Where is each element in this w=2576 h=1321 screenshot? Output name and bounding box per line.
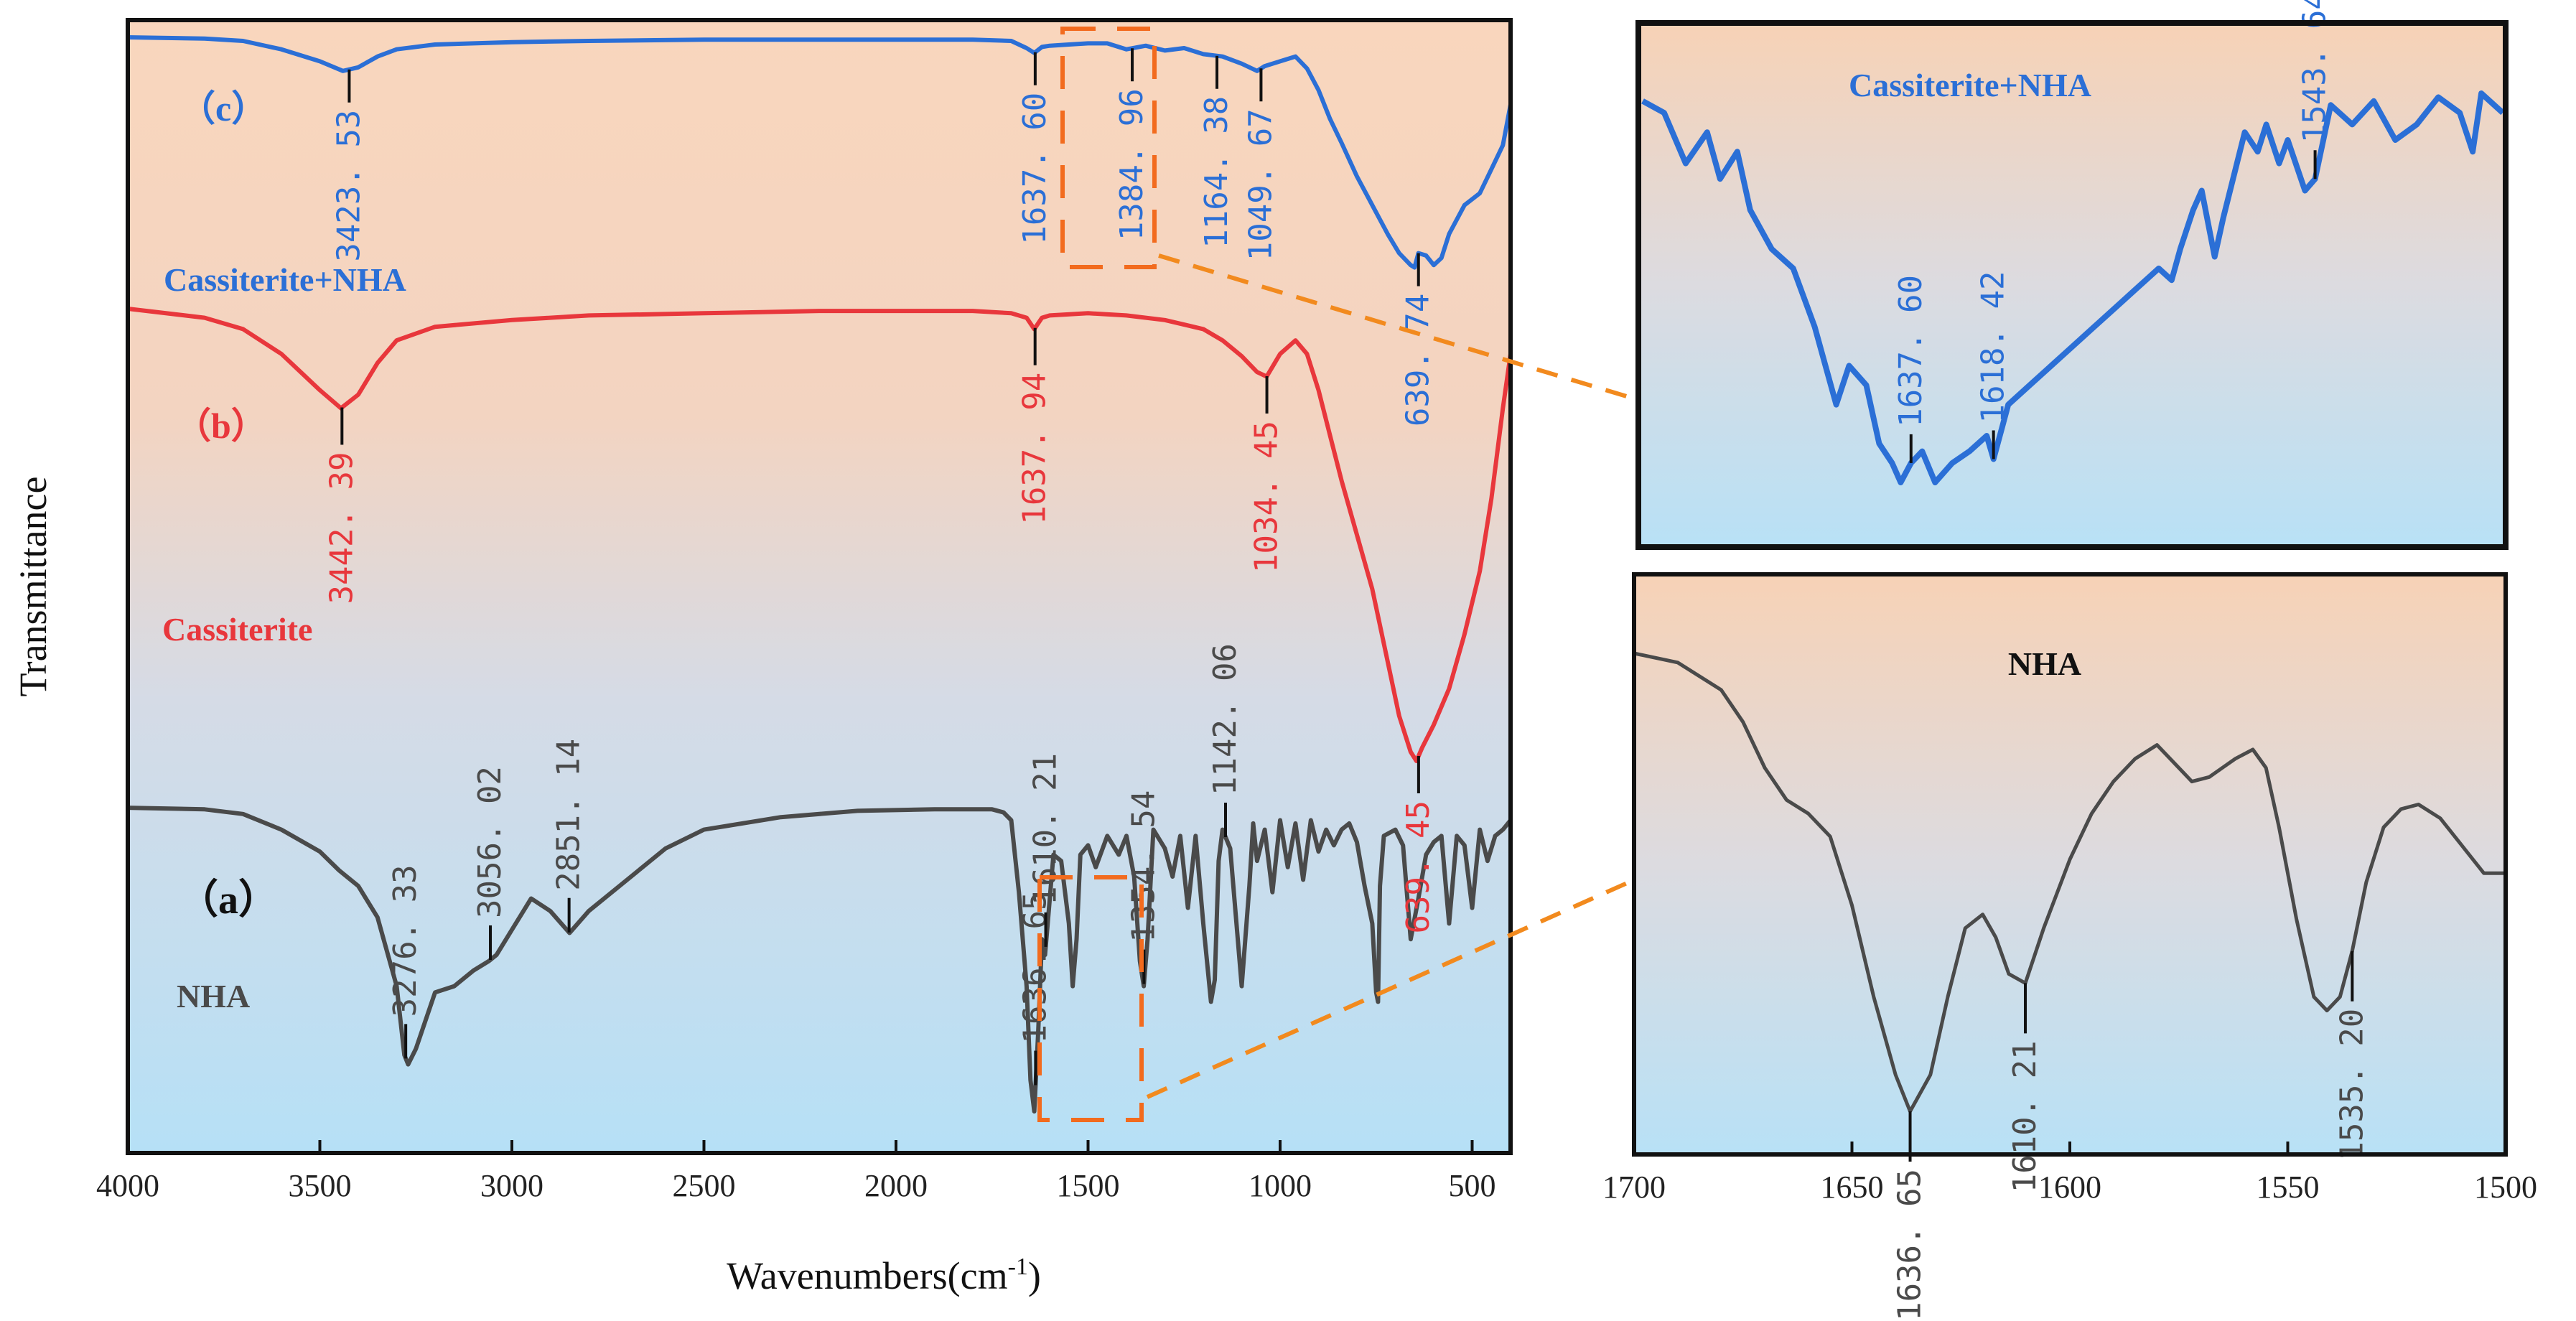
peak-label: 3442. 39 — [323, 452, 360, 605]
peak-label: 1610. 21 — [1027, 753, 1064, 905]
x-tick-label: 1600 — [2038, 1170, 2101, 1205]
zoom-box-a — [1037, 875, 1144, 1122]
main-plot-background — [128, 20, 1511, 1153]
series-c-line — [127, 35, 1513, 270]
x-tick-label: 3500 — [289, 1168, 352, 1203]
main-peak-layer: 3423. 53 1637. 60 1384. 96 1164. 38 1049. 67… — [323, 48, 1437, 1086]
series-name-c: Cassiterite+NHA — [164, 261, 406, 298]
inset-top-series-layer — [1641, 90, 2505, 485]
peak-label: 1535. 20 — [2333, 1009, 2370, 1161]
inset-bottom-peak-layer: 1636. 65 1610. 21 1535. 20 — [1892, 951, 2370, 1321]
peak-label: 1354. 54 — [1125, 790, 1162, 943]
x-tick-label: 1700 — [1602, 1170, 1666, 1205]
series-name-a: NHA — [177, 978, 250, 1014]
peak-label: 3423. 53 — [330, 110, 367, 262]
inset-bottom-frame — [1632, 572, 2508, 1157]
x-tick-label: 1500 — [2474, 1170, 2537, 1205]
inset-top-background — [1638, 23, 2506, 547]
inset-bottom-title: NHA — [2008, 645, 2081, 682]
peak-label: 1142. 06 — [1207, 643, 1243, 795]
peak-label: 1618. 42 — [1975, 271, 2012, 424]
peak-label: 1637. 60 — [1017, 93, 1053, 245]
x-tick-label: 1650 — [1821, 1170, 1884, 1205]
peak-label: 1637. 60 — [1893, 275, 1929, 427]
peak-label: 3276. 33 — [387, 864, 424, 1017]
main-series-layer — [127, 35, 1513, 1114]
peak-label: 1610. 21 — [2007, 1040, 2043, 1192]
peak-label: 1636. 65 — [1017, 892, 1053, 1044]
peak-label: 639. 45 — [1400, 800, 1437, 933]
main-plot-frame — [126, 18, 1513, 1155]
inset-top-line — [1641, 90, 2505, 485]
x-tick-label: 1550 — [2257, 1170, 2320, 1205]
inset-top-frame — [1635, 20, 2509, 550]
x-tick-label: 1000 — [1249, 1168, 1312, 1203]
x-axis-title: Wavenumbers(cm-1) — [727, 1254, 1041, 1297]
peak-label: 2851. 14 — [551, 739, 587, 891]
y-axis-title: Transmittance — [11, 477, 55, 697]
series-tag-b: （b） — [175, 406, 267, 446]
series-tag-c: （c） — [179, 88, 267, 129]
series-a-line — [127, 806, 1513, 1114]
inset-bottom-line — [1633, 651, 2506, 1114]
inset-bottom-series-layer — [1633, 651, 2506, 1114]
x-tick-label: 500 — [1449, 1168, 1496, 1203]
x-tick-label: 1500 — [1057, 1168, 1120, 1203]
series-b-line — [127, 307, 1513, 763]
peak-label: 1049. 67 — [1242, 108, 1279, 261]
x-tick-label: 4000 — [96, 1168, 159, 1203]
series-name-b: Cassiterite — [162, 611, 312, 648]
peak-label: 1637. 94 — [1017, 373, 1053, 525]
inset-bottom-x-axis: 1700 1650 1600 1550 1500 — [1602, 1142, 2537, 1205]
peak-label: 3056. 02 — [472, 766, 508, 918]
peak-label: 1636. 65 — [1892, 1169, 1928, 1321]
x-tick-label: 2000 — [864, 1168, 928, 1203]
peak-label: 1034. 45 — [1249, 421, 1285, 573]
series-tag-a: （a） — [178, 877, 279, 923]
peak-label: 639. 74 — [1400, 294, 1437, 426]
x-tick-label: 3000 — [480, 1168, 543, 1203]
peak-label: 1384. 96 — [1114, 88, 1150, 241]
x-tick-label: 2500 — [673, 1168, 736, 1203]
peak-label: 1164. 38 — [1198, 96, 1235, 248]
inset-top-title: Cassiterite+NHA — [1849, 67, 2091, 103]
